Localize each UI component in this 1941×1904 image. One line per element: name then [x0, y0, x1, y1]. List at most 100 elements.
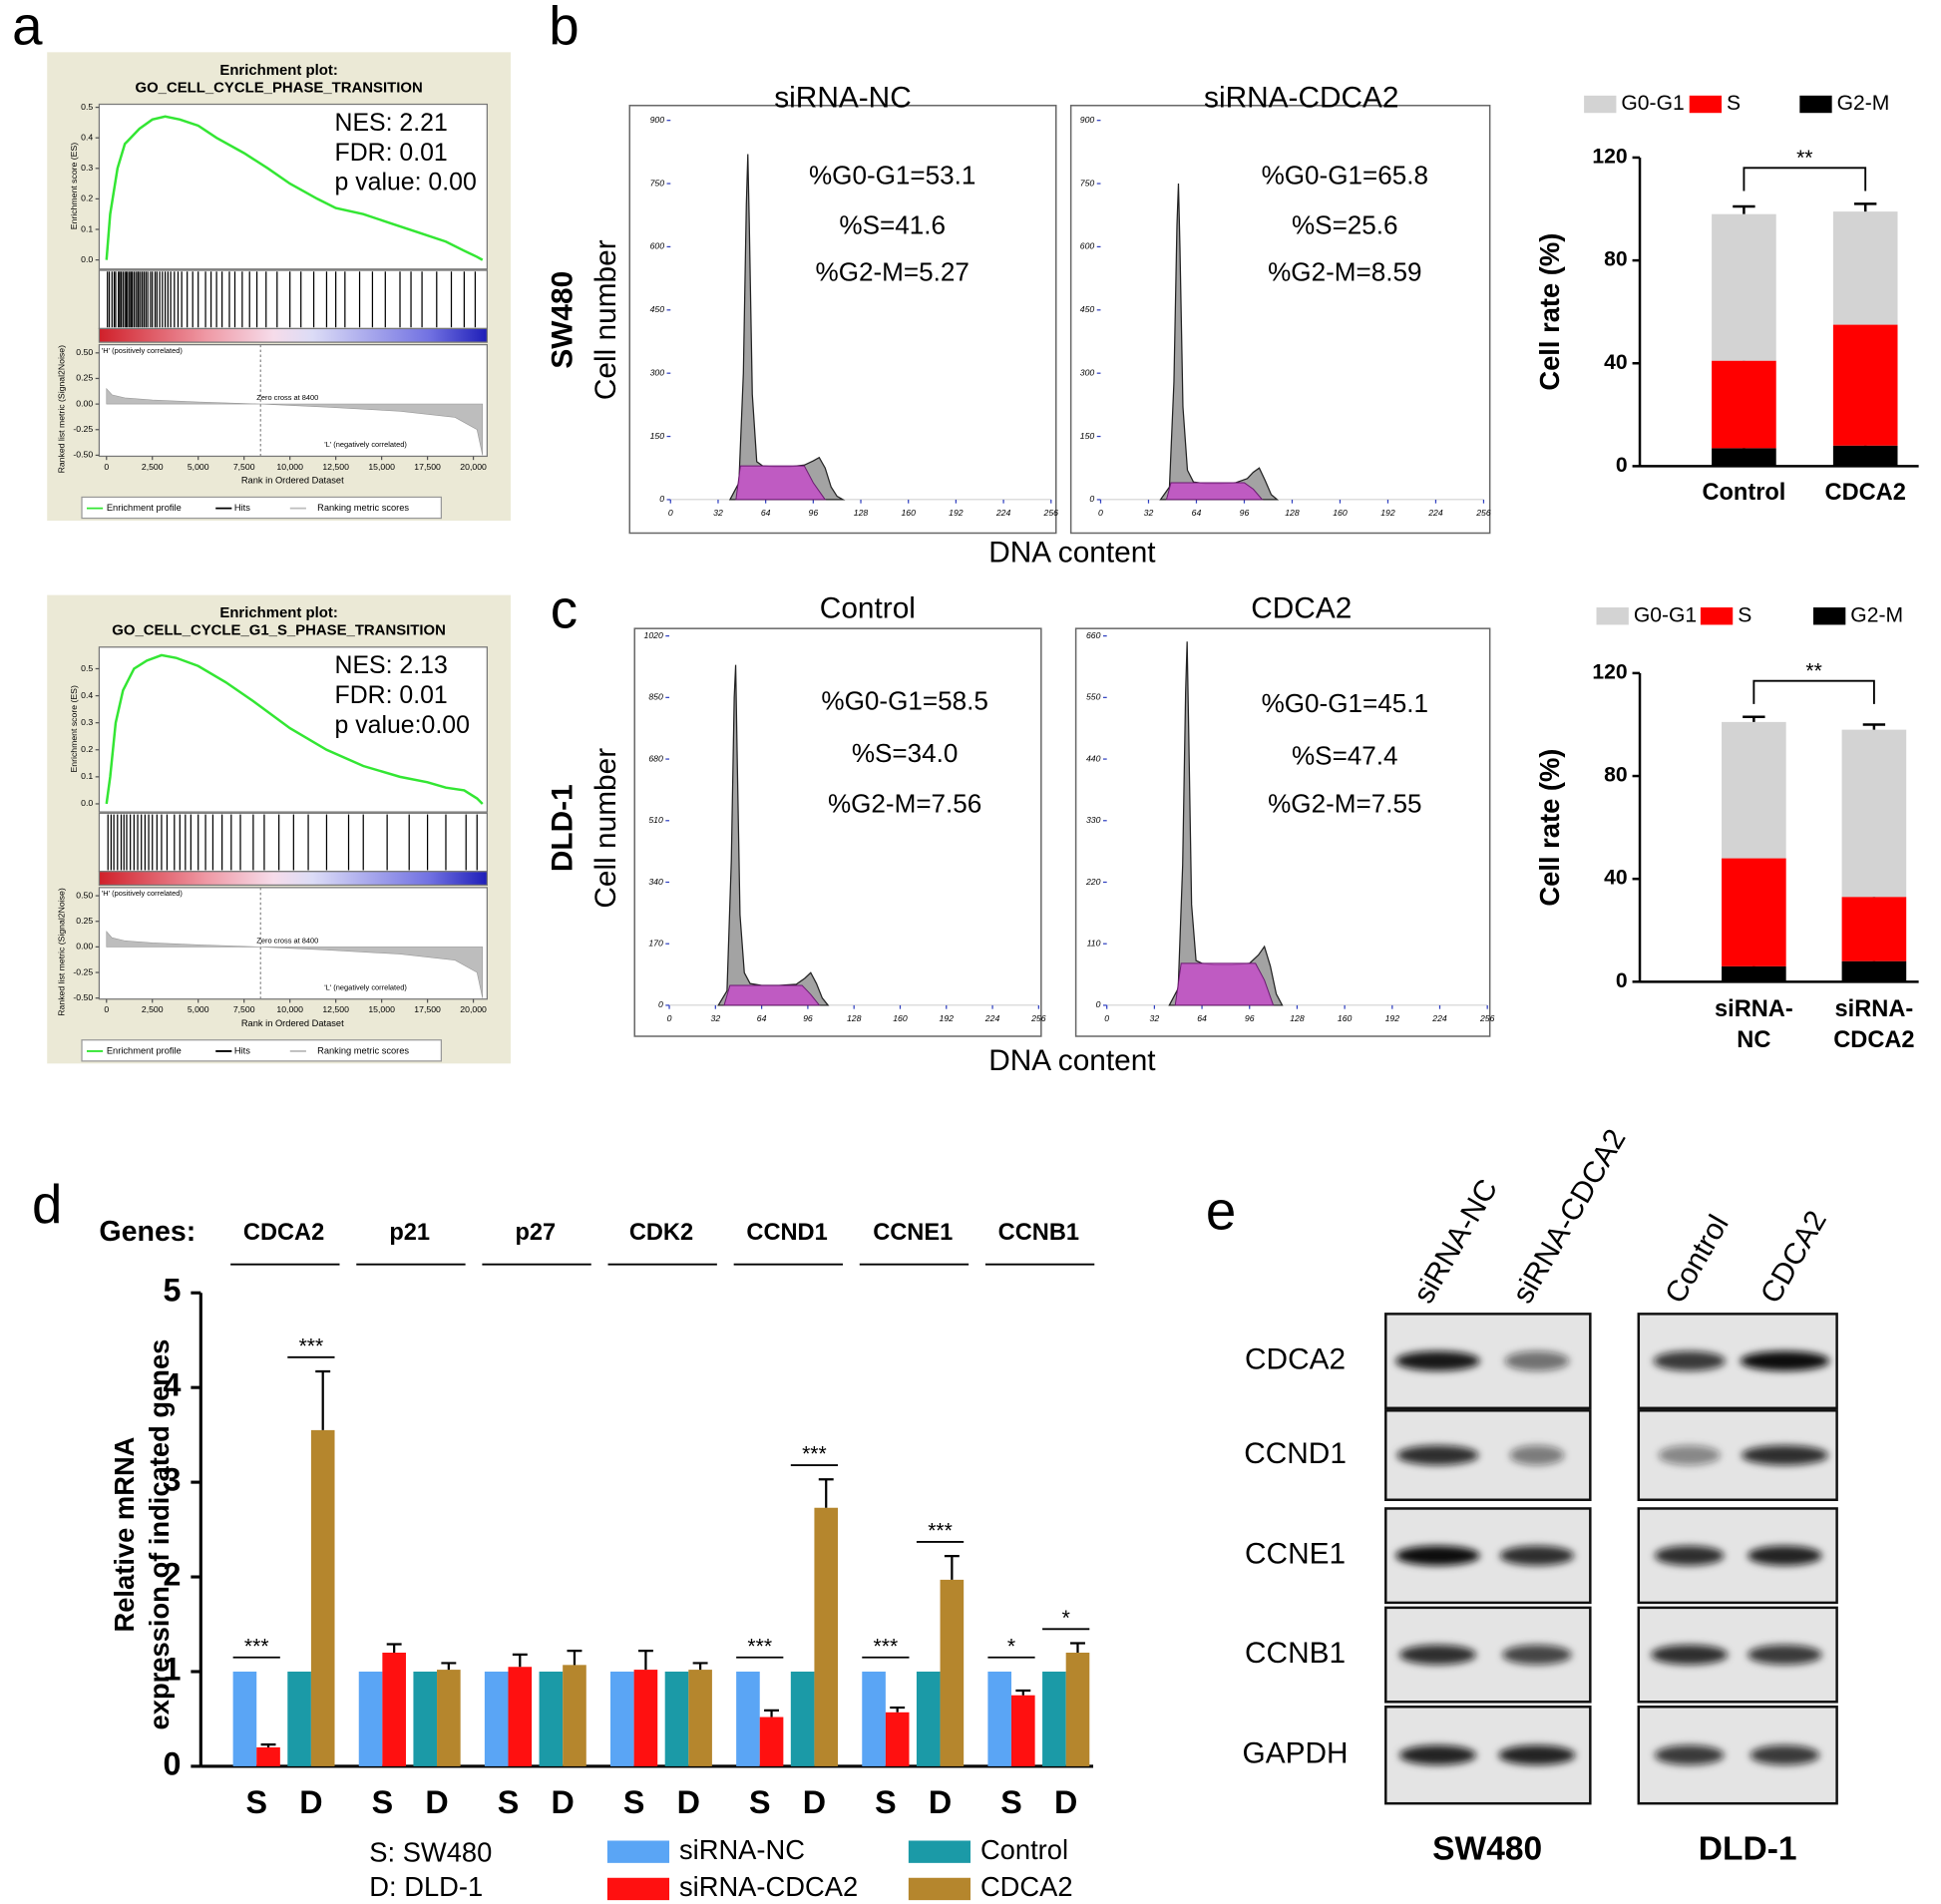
y-tick-label: 0: [658, 999, 663, 1009]
x-tick-label: 224: [995, 508, 1011, 518]
bar: [736, 1671, 760, 1766]
bar: [610, 1671, 634, 1766]
y-tick-label: 300: [1080, 367, 1095, 377]
y-tick-label: 0: [1616, 454, 1628, 477]
annotation: 'L' (negatively correlated): [324, 983, 407, 992]
y-tick-label: -0.50: [73, 992, 93, 1002]
x-tick-label: p21: [389, 1220, 430, 1246]
blot-band: [1741, 1445, 1828, 1465]
flow-frame: [633, 627, 1042, 1037]
s-phase: [1174, 962, 1275, 1006]
error-bar: [512, 1653, 528, 1668]
chart-title: CDCA2: [1251, 591, 1352, 624]
annotation: %S=25.6: [1292, 209, 1398, 239]
y-axis-label: Cell number: [589, 239, 622, 400]
x-tick-label: CDK2: [629, 1220, 693, 1246]
x-axis-label: DNA content: [988, 536, 1156, 569]
y-tick-label: 40: [1604, 351, 1627, 374]
panel-label: d: [32, 1174, 62, 1235]
x-tick-label: 10,000: [276, 462, 303, 472]
x-tick-label: 224: [984, 1013, 1000, 1023]
y-axis-label: expression of indicated genes: [144, 1339, 175, 1730]
x-axis-title: Genes:: [99, 1216, 195, 1248]
group-label: D: [299, 1784, 322, 1820]
x-tick-label: CCNB1: [998, 1220, 1079, 1246]
y-tick-label: 0.0: [81, 798, 93, 808]
x-tick-label: CDCA2: [243, 1220, 324, 1246]
y-tick-label: 0.00: [76, 398, 93, 408]
x-tick-label: siRNA-NC: [1715, 996, 1793, 1053]
error-bar: [386, 1643, 402, 1653]
significance-label: ***: [928, 1520, 953, 1543]
significance-bracket: [1743, 167, 1867, 191]
blot-band: [1398, 1744, 1477, 1765]
y-tick-label: -0.25: [73, 424, 93, 434]
legend-label: G2-M: [1850, 603, 1903, 626]
error-bar: [1070, 1642, 1085, 1653]
x-tick-label: 7,500: [233, 1004, 255, 1014]
annotation: NES: 2.13: [335, 652, 448, 679]
y-tick-label: 1020: [643, 630, 662, 640]
x-tick-label: 7,500: [233, 462, 255, 472]
error-bar: [890, 1706, 906, 1713]
x-tick-label: 128: [1290, 1013, 1305, 1023]
x-tick-label: 192: [1385, 1013, 1400, 1023]
x-tick-label: 0: [667, 1013, 672, 1023]
y-tick-label: 0.3: [81, 717, 93, 727]
group-label: D: [803, 1784, 826, 1820]
x-tick-label: 10,000: [276, 1004, 303, 1014]
protein-label: CCND1: [1244, 1437, 1347, 1470]
y-tick-label: 0.4: [81, 132, 93, 142]
chart-subtitle: GO_CELL_CYCLE_G1_S_PHASE_TRANSITION: [112, 623, 446, 639]
x-tick-label: CCND1: [746, 1220, 827, 1246]
legend-label: Hits: [234, 503, 250, 513]
y-tick-label: 0.00: [76, 942, 93, 952]
legend-box: [81, 496, 443, 520]
blot-band: [1502, 1645, 1572, 1666]
legend-swatch: [1596, 607, 1629, 625]
row-label: SW480: [546, 271, 579, 369]
panel-label: e: [1206, 1180, 1236, 1241]
flow-frame: [1074, 627, 1491, 1037]
bar: [539, 1671, 564, 1766]
x-tick-label: CDCA2: [1825, 480, 1906, 506]
y-tick-label: 0: [659, 494, 664, 504]
significance-label: *: [1007, 1635, 1015, 1658]
x-tick-label: 12,500: [322, 1004, 349, 1014]
x-tick-label: 20,000: [460, 462, 487, 472]
legend-swatch: [1689, 95, 1723, 114]
legend-box: [81, 1039, 443, 1062]
legend-swatch: [908, 1877, 970, 1901]
legend-label: siRNA-NC: [679, 1834, 805, 1865]
y-axis-label: Ranked list metric (Signal2Noise): [56, 345, 66, 474]
error-bar: [441, 1662, 457, 1671]
x-axis-label: DNA content: [988, 1044, 1156, 1077]
bar-segment: [1722, 858, 1786, 966]
cell-line-label: SW480: [1432, 1830, 1542, 1867]
x-tick-label: 15,000: [368, 1004, 395, 1014]
significance-label: **: [1796, 147, 1812, 170]
legend-label: G0-G1: [1634, 603, 1697, 626]
y-tick-label: 150: [650, 431, 665, 441]
y-tick-label: 0.0: [81, 254, 93, 264]
annotation: 'L' (negatively correlated): [324, 440, 407, 449]
lane-label: siRNA-CDCA2: [1506, 1124, 1632, 1310]
bar: [310, 1429, 335, 1766]
bar: [688, 1670, 712, 1766]
x-tick-label: siRNA-CDCA2: [1833, 996, 1914, 1053]
x-axis-label: Rank in Ordered Dataset: [241, 476, 344, 486]
y-tick-label: 0: [163, 1745, 181, 1781]
legend-swatch: [908, 1840, 970, 1863]
y-tick-label: 600: [650, 241, 665, 251]
bar-segment: [1832, 445, 1898, 467]
x-tick-label: 20,000: [460, 1004, 487, 1014]
bar: [987, 1671, 1012, 1766]
blot-band: [1395, 1545, 1480, 1566]
protein-label: CCNB1: [1245, 1637, 1346, 1670]
x-tick-label: 96: [1245, 1013, 1255, 1023]
protein-label: CDCA2: [1245, 1342, 1346, 1375]
y-tick-label: 0.50: [76, 347, 93, 357]
y-tick-label: 330: [1086, 815, 1101, 825]
blot-band: [1654, 1744, 1725, 1765]
y-tick-label: 0.50: [76, 890, 93, 900]
